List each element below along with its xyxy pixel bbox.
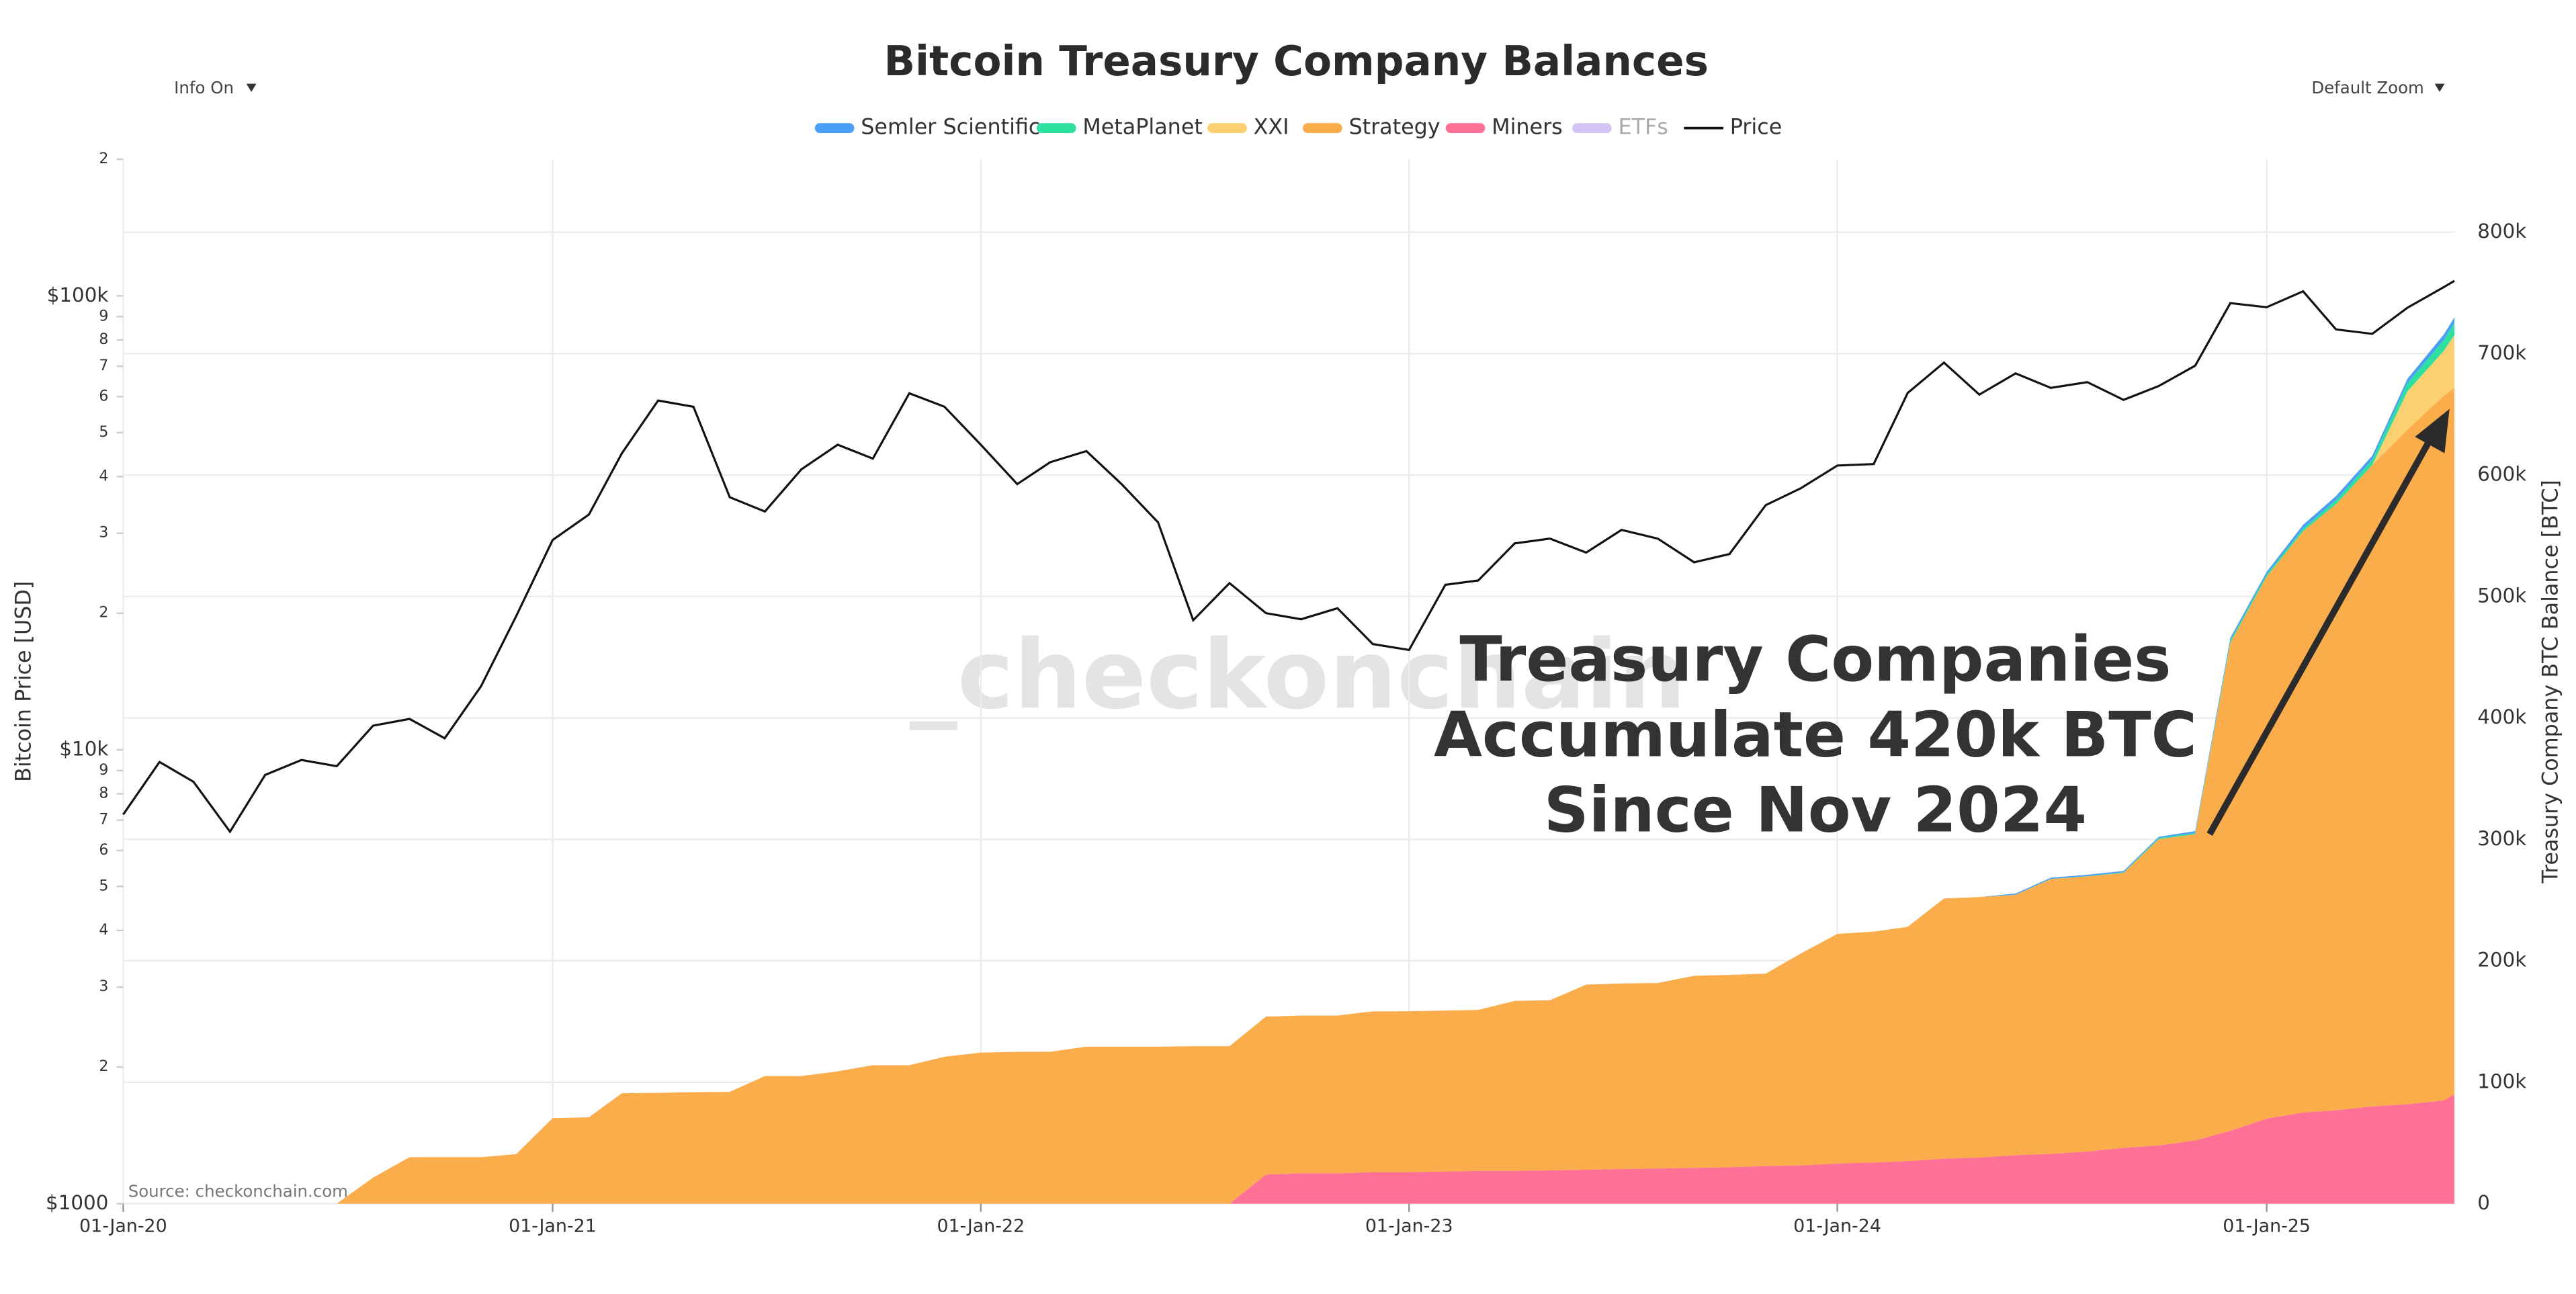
x-tick-label: 01-Jan-22	[937, 1215, 1025, 1236]
watermark: _checkonchain	[910, 619, 1686, 730]
y-tick-label: 5	[99, 424, 108, 441]
annotation: Treasury Companies	[1459, 623, 2171, 695]
y-tick-label: 9	[99, 762, 108, 779]
y-tick-label: 9	[99, 308, 108, 325]
y-tick-label: 3	[99, 978, 108, 995]
zoom-info-toggle[interactable]: Info On	[174, 78, 234, 97]
y-tick-label: 4	[99, 922, 108, 939]
x-tick-label: 01-Jan-25	[2223, 1215, 2311, 1236]
y2-tick-label: 100k	[2477, 1070, 2526, 1092]
legend-swatch	[1207, 123, 1247, 133]
y2-tick-label: 400k	[2477, 705, 2526, 728]
y2-tick-label: 600k	[2477, 463, 2526, 486]
legend-label[interactable]: Strategy	[1348, 116, 1440, 140]
legend-label[interactable]: MetaPlanet	[1082, 116, 1202, 140]
y-tick-label: 8	[99, 331, 108, 348]
y2-tick-label: 700k	[2477, 341, 2526, 364]
y-tick-label: 6	[99, 842, 108, 859]
legend-label[interactable]: Semler Scientific	[861, 116, 1040, 140]
annotation: Since Nov 2024	[1544, 774, 2087, 847]
y2-tick-label: 0	[2477, 1191, 2490, 1214]
source-note: Source: checkonchain.com	[128, 1181, 348, 1201]
y-tick-label: 7	[99, 812, 108, 828]
y-tick-label: 7	[99, 357, 108, 374]
stacked-area	[123, 387, 2455, 1204]
legend-swatch	[1303, 123, 1342, 133]
legend-swatch	[1572, 123, 1612, 133]
y-tick-label: 5	[99, 877, 108, 894]
dropdown-arrow[interactable]	[246, 83, 257, 92]
annotation: Accumulate 420k BTC	[1434, 698, 2197, 771]
y-axis-label: Bitcoin Price [USD]	[12, 581, 36, 782]
y-tick-label: $1000	[46, 1191, 108, 1214]
y-tick-label: 6	[99, 388, 108, 404]
legend-swatch	[814, 123, 855, 133]
x-tick-label: 01-Jan-21	[509, 1215, 597, 1236]
annotation-arrowhead	[2415, 408, 2450, 454]
stacked-area	[123, 1094, 2455, 1204]
y-tick-label: 8	[99, 785, 108, 802]
legend-label[interactable]: ETFs	[1618, 116, 1668, 140]
y-tick-label: $10k	[59, 738, 108, 761]
legend-swatch	[1036, 123, 1076, 133]
y2-tick-label: 800k	[2477, 220, 2526, 243]
legend-label[interactable]: Miners	[1492, 116, 1563, 140]
dropdown-arrow[interactable]	[2434, 83, 2445, 92]
x-tick-label: 01-Jan-20	[79, 1215, 167, 1236]
y-tick-label: 3	[99, 525, 108, 542]
legend-label[interactable]: Price	[1730, 116, 1783, 140]
annotation-arrow	[2206, 438, 2433, 836]
y-tick-label: 2	[99, 605, 108, 621]
price-line	[122, 279, 2455, 834]
legend-label[interactable]: XXI	[1254, 116, 1289, 140]
y2-tick-label: 300k	[2477, 827, 2526, 850]
x-tick-label: 01-Jan-23	[1365, 1215, 1453, 1236]
zoom-select[interactable]: Default Zoom	[2311, 78, 2424, 97]
y-tick-label: $100k	[47, 284, 109, 306]
legend-swatch	[1445, 123, 1486, 133]
plot-area	[122, 159, 2455, 1205]
y-tick-label: 2	[99, 150, 108, 167]
y-tick-label: 2	[99, 1058, 108, 1075]
x-tick-label: 01-Jan-24	[1793, 1215, 1881, 1236]
chart-title: Bitcoin Treasury Company Balances	[884, 38, 1708, 85]
y-tick-label: 4	[99, 468, 108, 484]
y2-axis-label: Treasury Company BTC Balance [BTC]	[2538, 480, 2563, 884]
y2-tick-label: 200k	[2477, 949, 2526, 972]
y2-tick-label: 500k	[2477, 584, 2526, 607]
